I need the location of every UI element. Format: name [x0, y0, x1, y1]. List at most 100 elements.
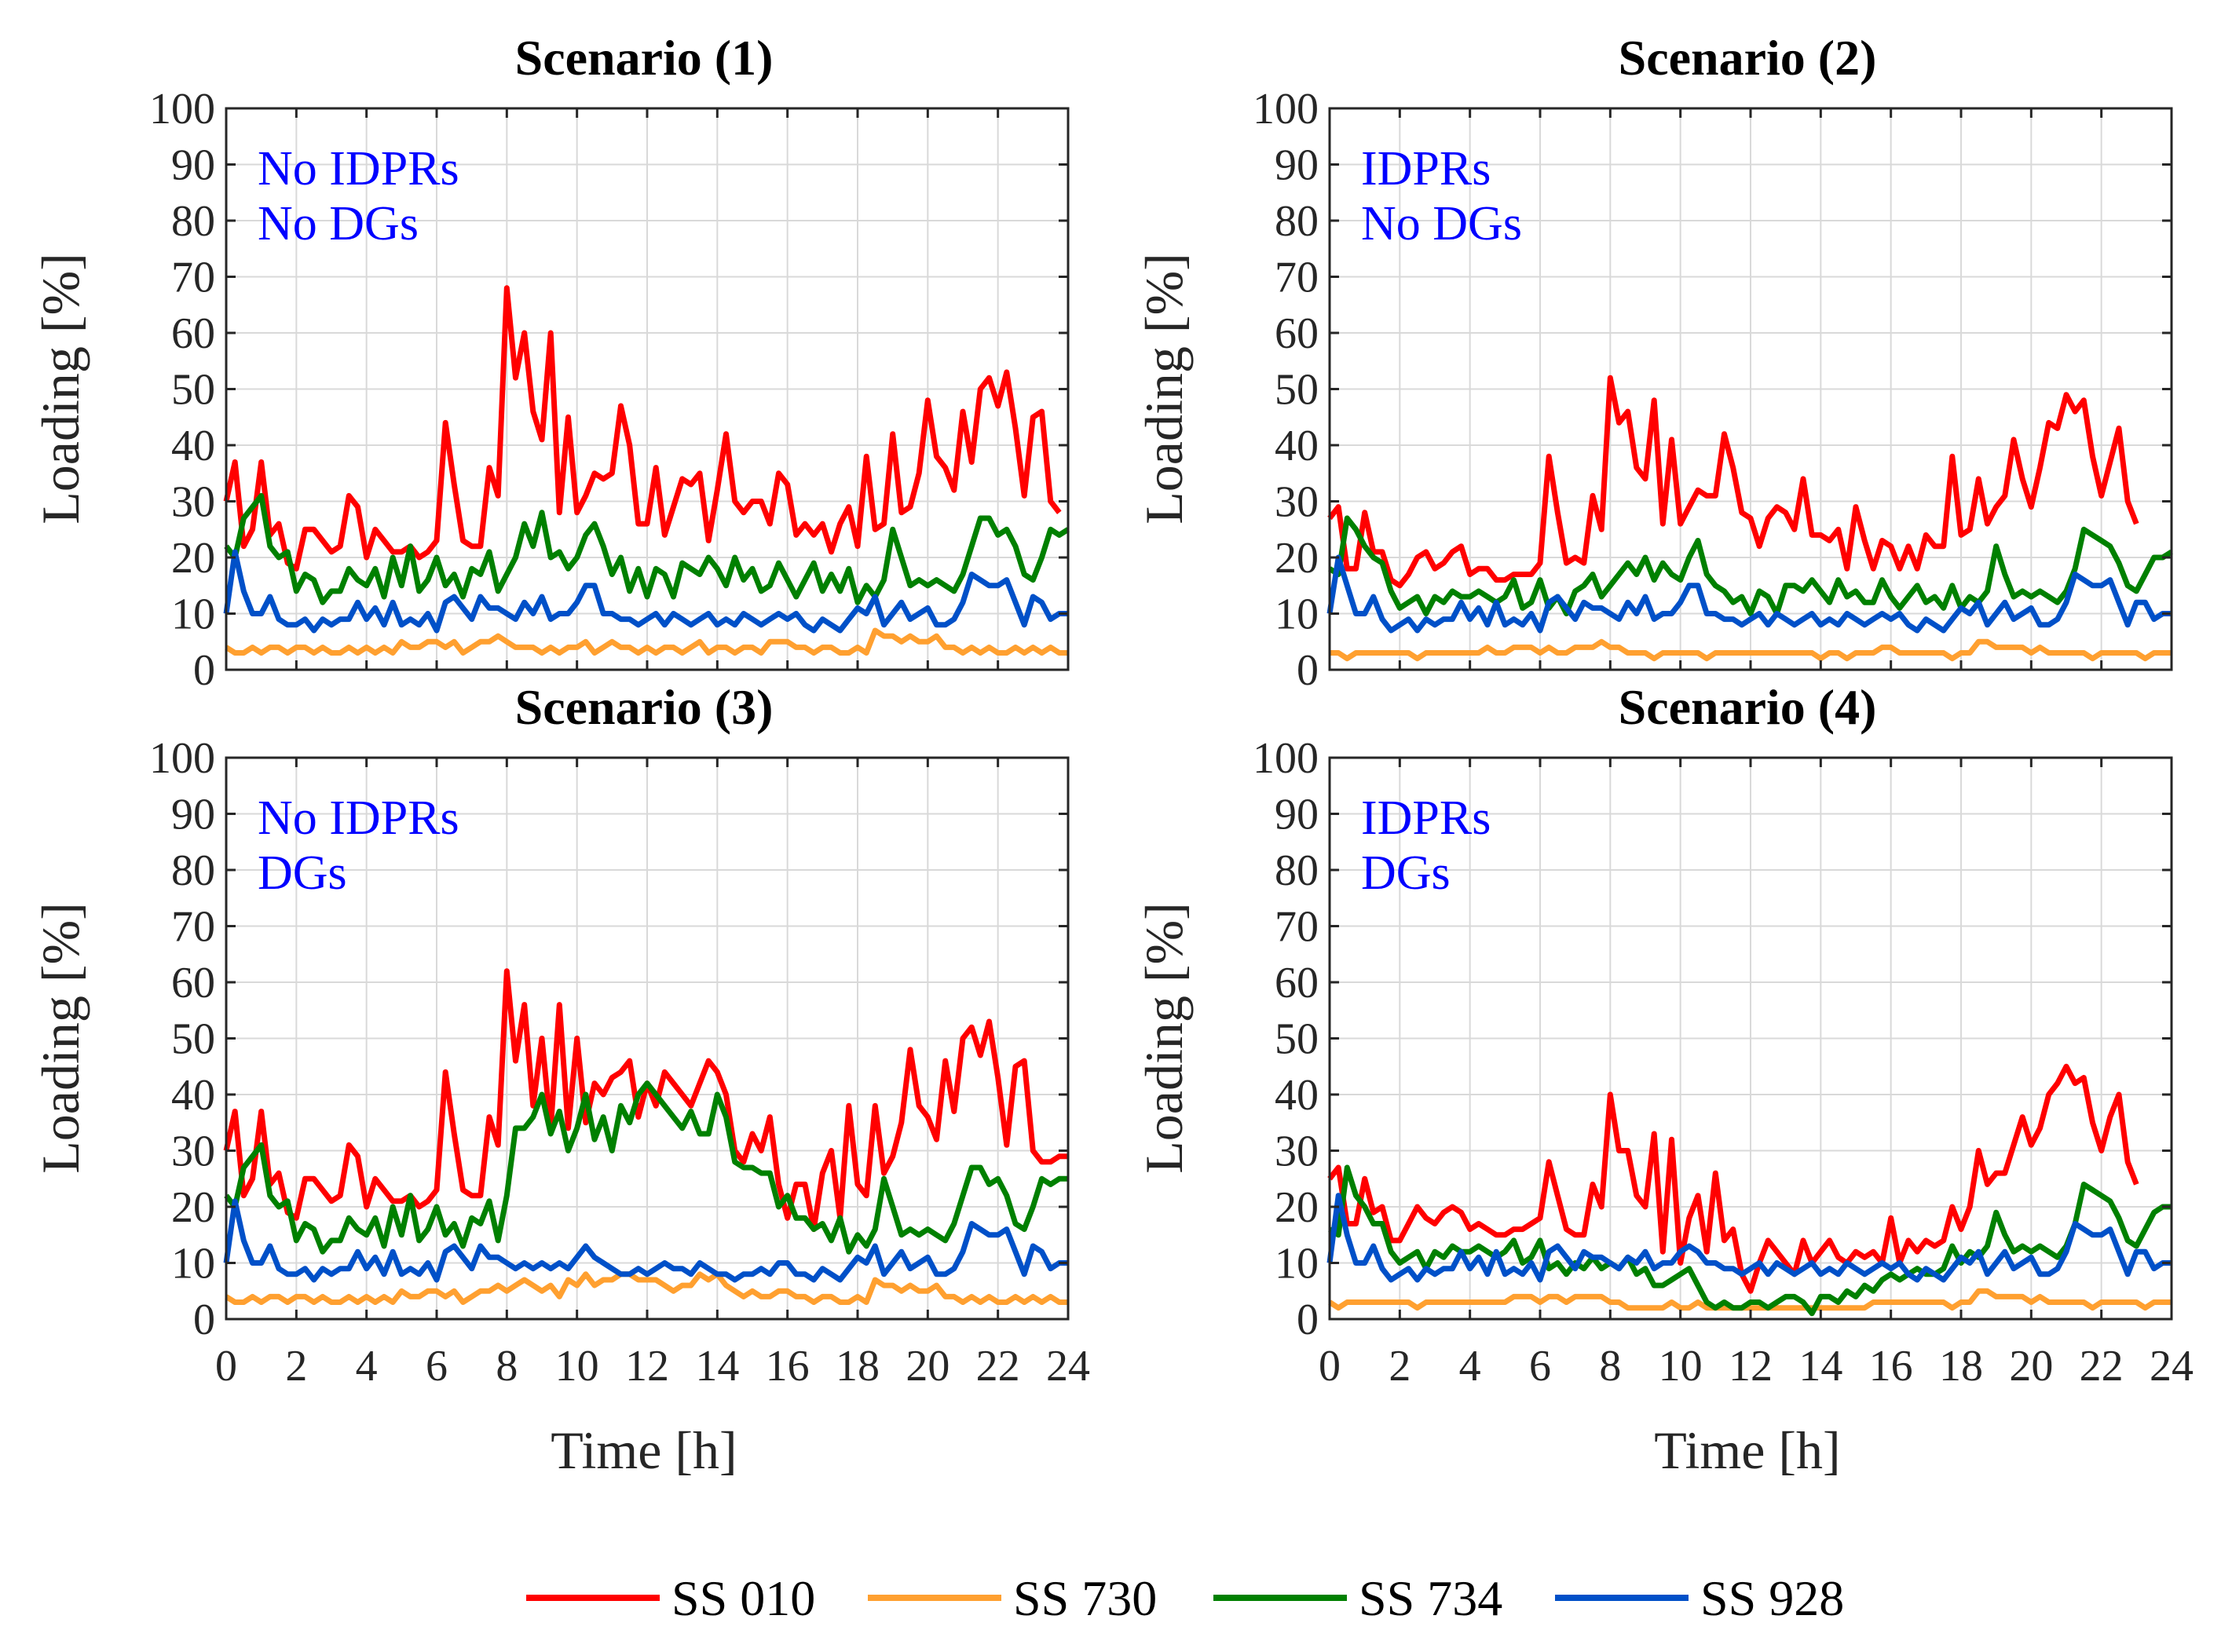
- y-tick-label: 0: [193, 646, 215, 695]
- series-line-ss-734: [224, 1080, 1068, 1255]
- x-tick-label: 2: [1389, 1342, 1411, 1391]
- y-tick-label: 20: [171, 534, 215, 583]
- y-tick-label: 30: [171, 1128, 215, 1176]
- y-tick-label: 60: [171, 309, 215, 358]
- x-tick-label: 14: [695, 1342, 739, 1391]
- ticks: 0 10 20 30 40 50 60 70 80 90 100: [149, 85, 1070, 695]
- x-tick-label: 8: [496, 1342, 518, 1391]
- x-tick-label: 20: [2009, 1342, 2053, 1391]
- y-tick-label: 40: [171, 422, 215, 470]
- series-line-ss-730: [225, 1271, 1068, 1305]
- y-tick-label: 20: [1275, 534, 1319, 583]
- y-tick-label: 70: [171, 903, 215, 952]
- annotation-line-1: IDPRs: [1361, 142, 1491, 196]
- x-tick-label: 18: [836, 1342, 880, 1391]
- series-line-ss-010: [1327, 1063, 2139, 1294]
- y-tick-label: 0: [1297, 646, 1319, 695]
- series-line-ss-928: [1326, 554, 2172, 634]
- y-axis-label: Loading [%]: [31, 253, 90, 524]
- legend-label-ss-010: SS 010: [671, 1570, 815, 1626]
- x-tick-label: 6: [1529, 1342, 1551, 1391]
- y-tick-label: 100: [1253, 85, 1319, 133]
- chart-title: Scenario (4): [1619, 679, 1877, 735]
- annotation-line-2: DGs: [258, 846, 347, 900]
- x-tick-label: 20: [906, 1342, 950, 1391]
- chart-title: Scenario (2): [1619, 30, 1877, 86]
- series-line-ss-928: [1326, 1193, 2172, 1283]
- y-tick-label: 20: [1275, 1183, 1319, 1232]
- y-tick-label: 80: [171, 846, 215, 895]
- series-line-ss-928: [223, 549, 1068, 634]
- chart-title: Scenario (1): [515, 30, 774, 86]
- grid: [225, 108, 1069, 671]
- legend: SS 010 SS 730 SS 734 SS 928: [526, 1570, 1844, 1626]
- series-line-ss-928: [223, 1198, 1068, 1283]
- y-tick-label: 90: [171, 141, 215, 190]
- series-line-ss-010: [223, 285, 1062, 572]
- x-tick-label: 24: [1046, 1342, 1090, 1391]
- y-tick-label: 40: [1275, 422, 1319, 470]
- series-line-ss-730: [1330, 638, 2172, 662]
- x-tick-label: 12: [1729, 1342, 1773, 1391]
- y-tick-label: 90: [1275, 141, 1319, 190]
- series-line-ss-734: [1328, 1164, 2172, 1317]
- series-lines: [223, 285, 1070, 656]
- annotation-line-2: No DGs: [1361, 197, 1522, 250]
- y-tick-label: 0: [193, 1296, 215, 1344]
- x-tick-label: 4: [1459, 1342, 1481, 1391]
- y-tick-label: 70: [1275, 903, 1319, 952]
- annotation-line-2: DGs: [1361, 846, 1451, 900]
- series-line-ss-734: [224, 492, 1070, 605]
- series-line-ss-734: [1328, 515, 2173, 616]
- series-line-ss-730: [1328, 1288, 2172, 1311]
- y-tick-label: 90: [171, 791, 215, 839]
- y-tick-label: 50: [1275, 1015, 1319, 1064]
- y-tick-label: 80: [1275, 846, 1319, 895]
- y-tick-label: 50: [171, 366, 215, 415]
- y-tick-label: 40: [1275, 1071, 1319, 1120]
- x-tick-label: 22: [976, 1342, 1020, 1391]
- x-tick-label: 8: [1599, 1342, 1621, 1391]
- legend-label-ss-730: SS 730: [1013, 1570, 1157, 1626]
- y-axis-label: Loading [%]: [1134, 902, 1194, 1174]
- y-tick-label: 100: [149, 734, 215, 783]
- y-tick-label: 20: [171, 1183, 215, 1232]
- series-lines: [1326, 375, 2173, 662]
- annotation-line-2: No DGs: [258, 197, 419, 250]
- y-tick-label: 60: [171, 959, 215, 1007]
- x-tick-label: 6: [426, 1342, 448, 1391]
- x-tick-label: 0: [215, 1342, 237, 1391]
- x-tick-label: 16: [1869, 1342, 1913, 1391]
- x-tick-label: 0: [1319, 1342, 1341, 1391]
- legend-label-ss-734: SS 734: [1359, 1570, 1502, 1626]
- ticks: 0 10 20 30 40 50 60 70 80 90 100: [1253, 85, 2173, 695]
- chart-panel-scenario-2: 0 10 20 30 40 50 60 70 80 90 100 Scenario (2) Loadin…: [1134, 30, 2173, 695]
- series-line-ss-010: [1327, 375, 2139, 589]
- y-tick-label: 80: [1275, 197, 1319, 246]
- y-tick-label: 10: [1275, 1240, 1319, 1288]
- x-tick-label: 14: [1798, 1342, 1842, 1391]
- y-tick-label: 90: [1275, 791, 1319, 839]
- series-lines: [223, 968, 1068, 1305]
- x-axis-label: Time [h]: [551, 1420, 737, 1480]
- y-tick-label: 50: [1275, 366, 1319, 415]
- annotation-line-1: IDPRs: [1361, 791, 1491, 845]
- legend-label-ss-928: SS 928: [1700, 1570, 1844, 1626]
- y-tick-label: 10: [171, 590, 215, 639]
- y-tick-label: 70: [1275, 254, 1319, 302]
- x-tick-label: 2: [285, 1342, 307, 1391]
- y-tick-label: 0: [1297, 1296, 1319, 1344]
- x-tick-label: 10: [1659, 1342, 1703, 1391]
- annotation-line-1: No IDPRs: [258, 142, 459, 196]
- chart-panel-scenario-1: 0 10 20 30 40 50 60 70 80 90 100 Scenario (1) Loadin…: [31, 30, 1070, 695]
- annotation-line-1: No IDPRs: [258, 791, 459, 845]
- x-tick-label: 24: [2150, 1342, 2194, 1391]
- x-tick-label: 10: [555, 1342, 599, 1391]
- x-tick-label: 22: [2080, 1342, 2124, 1391]
- y-tick-label: 50: [171, 1015, 215, 1064]
- y-tick-label: 30: [1275, 478, 1319, 527]
- series-lines: [1326, 1063, 2172, 1317]
- y-tick-label: 80: [171, 197, 215, 246]
